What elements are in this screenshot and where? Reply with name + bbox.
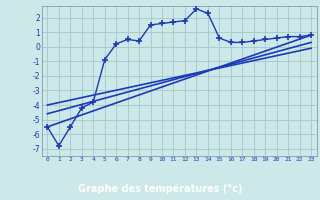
Text: Graphe des températures (°c): Graphe des températures (°c) [78,184,242,194]
